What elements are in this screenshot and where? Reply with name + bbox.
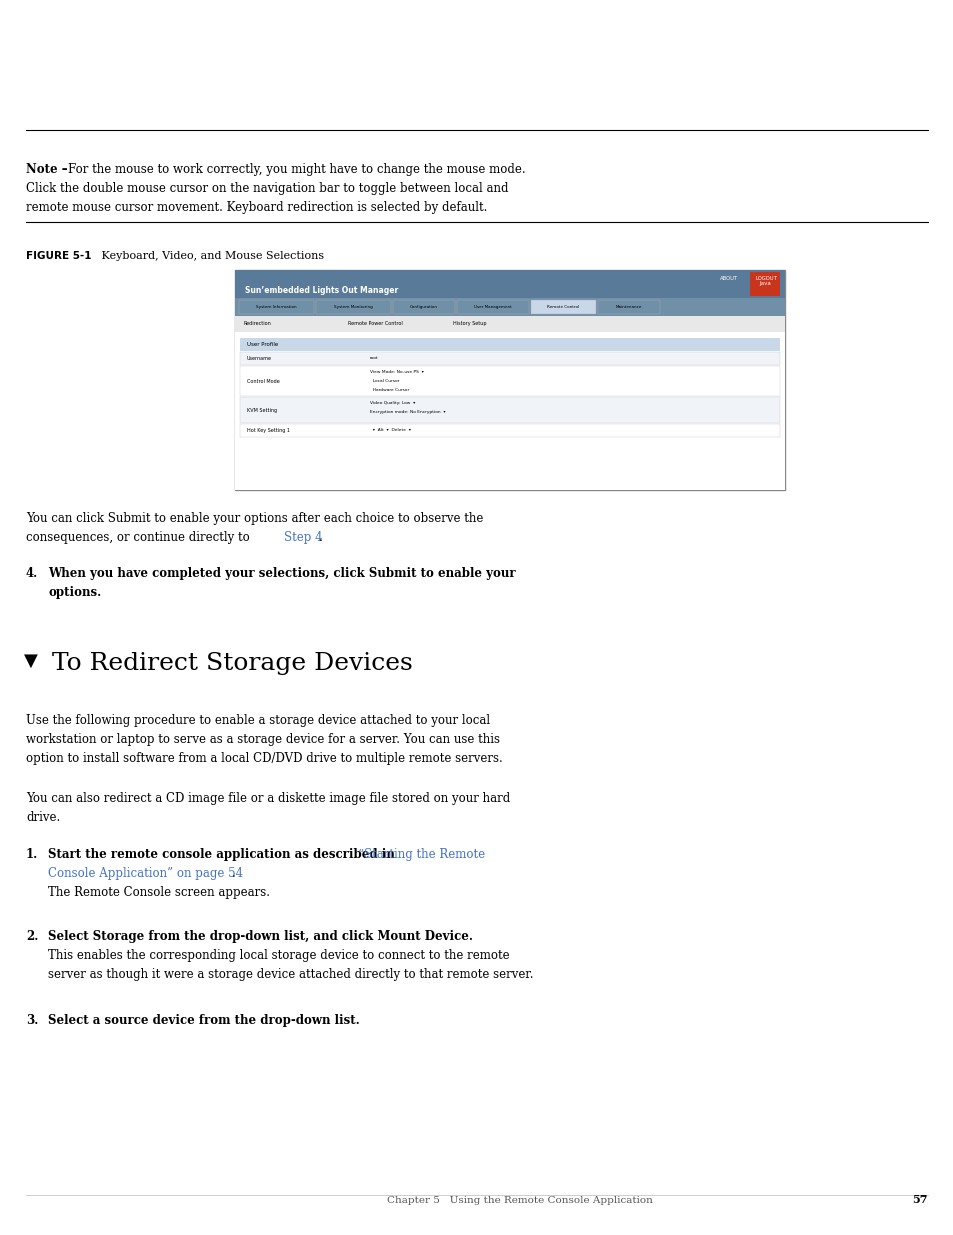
Text: To Redirect Storage Devices: To Redirect Storage Devices — [52, 652, 413, 676]
Text: Control Mode: Control Mode — [247, 378, 279, 384]
Text: You can click Submit to enable your options after each choice to observe the: You can click Submit to enable your opti… — [26, 513, 483, 525]
FancyBboxPatch shape — [531, 300, 596, 314]
FancyBboxPatch shape — [315, 300, 391, 314]
FancyBboxPatch shape — [234, 270, 784, 298]
Text: 2.: 2. — [26, 930, 38, 944]
Text: Console Application” on page 54: Console Application” on page 54 — [48, 867, 243, 881]
Text: drive.: drive. — [26, 811, 60, 824]
Text: 57: 57 — [911, 1194, 927, 1205]
Text: Encryption mode: No Encryption  ▾: Encryption mode: No Encryption ▾ — [370, 410, 445, 414]
FancyBboxPatch shape — [234, 270, 784, 490]
Text: User Profile: User Profile — [247, 342, 278, 347]
Text: Sun’embedded Lights Out Manager: Sun’embedded Lights Out Manager — [245, 287, 397, 295]
Text: Use the following procedure to enable a storage device attached to your local: Use the following procedure to enable a … — [26, 714, 490, 727]
Text: User Management: User Management — [474, 305, 512, 309]
Text: ▼: ▼ — [24, 652, 38, 671]
Text: This enables the corresponding local storage device to connect to the remote: This enables the corresponding local sto… — [48, 948, 509, 962]
Text: Keyboard, Video, and Mouse Selections: Keyboard, Video, and Mouse Selections — [91, 251, 324, 261]
FancyBboxPatch shape — [240, 352, 780, 366]
FancyBboxPatch shape — [240, 424, 780, 437]
FancyBboxPatch shape — [598, 300, 659, 314]
FancyBboxPatch shape — [234, 298, 784, 316]
Text: “Starting the Remote: “Starting the Remote — [357, 848, 485, 861]
Text: option to install software from a local CD/DVD drive to multiple remote servers.: option to install software from a local … — [26, 752, 502, 764]
Text: ▾  Alt  ▾  Delete  ▾: ▾ Alt ▾ Delete ▾ — [370, 429, 411, 432]
Text: Chapter 5   Using the Remote Console Application: Chapter 5 Using the Remote Console Appli… — [387, 1195, 652, 1205]
Text: server as though it were a storage device attached directly to that remote serve: server as though it were a storage devic… — [48, 968, 533, 981]
Text: Video Quality: Low  ▾: Video Quality: Low ▾ — [370, 401, 415, 405]
Text: For the mouse to work correctly, you might have to change the mouse mode.: For the mouse to work correctly, you mig… — [68, 163, 525, 177]
Text: Configuration: Configuration — [410, 305, 437, 309]
Text: Username: Username — [247, 356, 272, 361]
Text: Select Storage from the drop-down list, and click Mount Device.: Select Storage from the drop-down list, … — [48, 930, 473, 944]
Text: Java: Java — [759, 282, 770, 287]
Text: options.: options. — [48, 585, 101, 599]
FancyBboxPatch shape — [749, 272, 780, 296]
Text: Hardware Cursor: Hardware Cursor — [370, 388, 409, 391]
FancyBboxPatch shape — [456, 300, 529, 314]
Text: Remote Power Control: Remote Power Control — [348, 321, 402, 326]
Text: consequences, or continue directly to: consequences, or continue directly to — [26, 531, 253, 543]
Text: ABOUT: ABOUT — [719, 275, 738, 282]
Text: Start the remote console application as described in: Start the remote console application as … — [48, 848, 398, 861]
Text: .: . — [318, 531, 322, 543]
Text: 1.: 1. — [26, 848, 38, 861]
Text: System Information: System Information — [256, 305, 296, 309]
FancyBboxPatch shape — [234, 316, 784, 332]
Text: Maintenance: Maintenance — [616, 305, 641, 309]
FancyBboxPatch shape — [393, 300, 455, 314]
FancyBboxPatch shape — [240, 366, 780, 396]
Text: The Remote Console screen appears.: The Remote Console screen appears. — [48, 885, 270, 899]
Text: remote mouse cursor movement. Keyboard redirection is selected by default.: remote mouse cursor movement. Keyboard r… — [26, 201, 487, 214]
Text: View Mode: No-use PS  ▾: View Mode: No-use PS ▾ — [370, 370, 423, 374]
FancyBboxPatch shape — [240, 396, 780, 424]
Text: Select a source device from the drop-down list.: Select a source device from the drop-dow… — [48, 1014, 359, 1028]
Text: Note –: Note – — [26, 163, 68, 177]
Text: Redirection: Redirection — [243, 321, 271, 326]
FancyBboxPatch shape — [239, 300, 314, 314]
FancyBboxPatch shape — [234, 332, 784, 490]
Text: You can also redirect a CD image file or a diskette image file stored on your ha: You can also redirect a CD image file or… — [26, 792, 510, 805]
Text: Click the double mouse cursor on the navigation bar to toggle between local and: Click the double mouse cursor on the nav… — [26, 182, 508, 195]
Text: .: . — [232, 867, 235, 881]
Text: System Monitoring: System Monitoring — [334, 305, 373, 309]
Text: When you have completed your selections, click Submit to enable your: When you have completed your selections,… — [48, 567, 515, 580]
Text: KVM Setting: KVM Setting — [247, 408, 276, 412]
Text: Local Cursor: Local Cursor — [370, 379, 399, 383]
Text: Step 4: Step 4 — [284, 531, 322, 543]
Text: Remote Control: Remote Control — [547, 305, 579, 309]
Text: 3.: 3. — [26, 1014, 38, 1028]
Text: LOGOUT: LOGOUT — [755, 275, 776, 282]
Text: FIGURE 5-1: FIGURE 5-1 — [26, 251, 91, 261]
Text: root: root — [370, 356, 378, 359]
Text: 4.: 4. — [26, 567, 38, 580]
FancyBboxPatch shape — [240, 338, 780, 351]
Text: Hot Key Setting 1: Hot Key Setting 1 — [247, 429, 290, 433]
Text: History Setup: History Setup — [453, 321, 486, 326]
Text: workstation or laptop to serve as a storage device for a server. You can use thi: workstation or laptop to serve as a stor… — [26, 734, 499, 746]
